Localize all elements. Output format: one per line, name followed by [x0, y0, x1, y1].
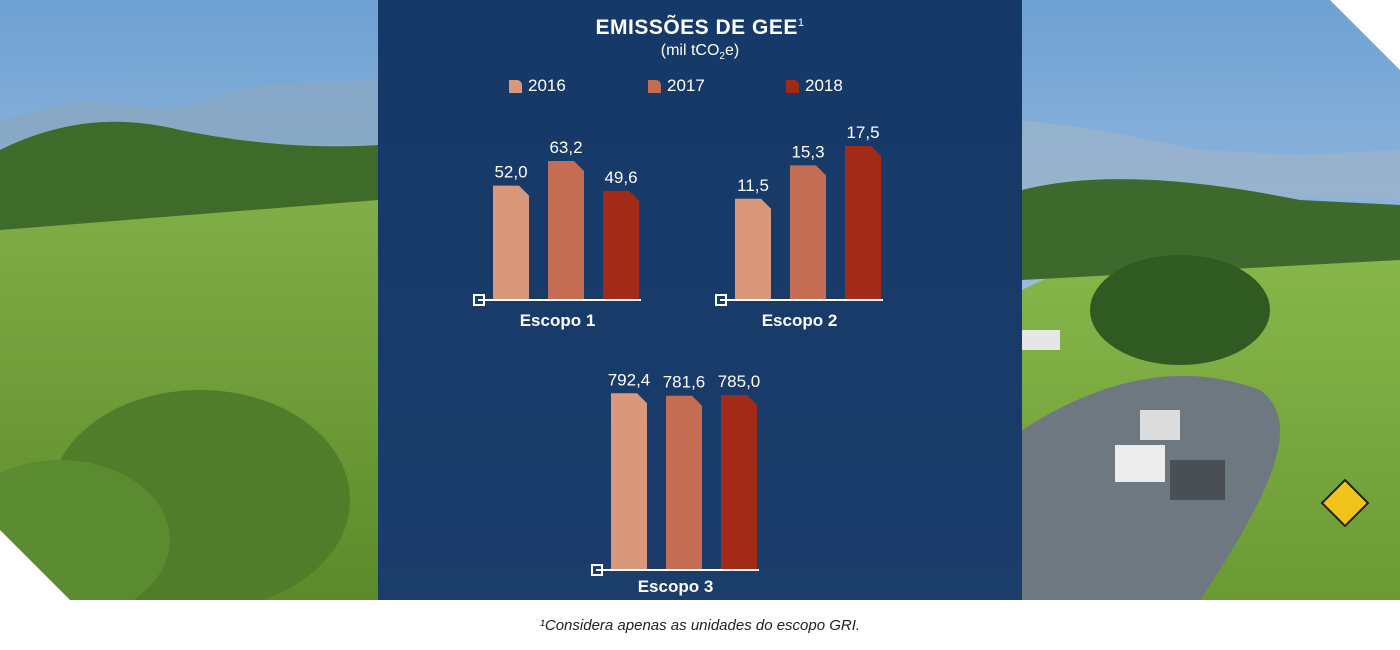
value-label-escopo-2-2017: 15,3	[791, 142, 824, 161]
chart-title-text: EMISSÕES DE GEE	[595, 16, 798, 39]
axis-label-escopo-3: Escopo 3	[638, 577, 714, 596]
axis-origin-square-escopo-2	[715, 294, 727, 306]
bar-charts: 52,0 63,2 49,6 Escopo 1 11,5 15,3 17,5 Escopo 2…	[473, 123, 881, 596]
axis-label-escopo-1: Escopo 1	[520, 311, 596, 330]
value-label-escopo-2-2016: 11,5	[737, 176, 769, 195]
bar-escopo-2-2017	[790, 165, 826, 300]
bar-escopo-1-2017	[548, 160, 584, 300]
subtitle-subscript: 2	[719, 51, 725, 63]
legend-swatch-2017	[648, 79, 661, 93]
legend-label-2017: 2017	[667, 76, 705, 95]
legend-item-2016: 2016	[509, 76, 566, 96]
bar-escopo-1-2018	[603, 190, 639, 300]
value-label-escopo-1-2016: 52,0	[494, 163, 527, 182]
axis-origin-square-escopo-3	[591, 564, 603, 576]
chart-subtitle: (mil tCO2e)	[378, 42, 1022, 62]
value-label-escopo-3-2016: 792,4	[608, 370, 651, 389]
subtitle-post: e)	[724, 42, 740, 59]
bar-escopo-3-2018	[721, 394, 757, 570]
value-label-escopo-3-2017: 781,6	[663, 373, 706, 392]
bar-escopo-3-2016	[611, 393, 647, 570]
subtitle-pre: (mil tCO	[660, 42, 720, 59]
value-label-escopo-1-2018: 49,6	[604, 168, 637, 187]
axis-label-escopo-2: Escopo 2	[762, 311, 838, 330]
bar-escopo-1-2016	[493, 185, 529, 300]
bar-escopo-2-2018	[845, 146, 881, 300]
bar-escopo-3-2017	[666, 395, 702, 570]
bar-escopo-2-2016	[735, 198, 771, 300]
title-footnote-marker: 1	[797, 17, 805, 29]
legend-swatch-2018	[786, 79, 799, 93]
chart-title: EMISSÕES DE GEE1	[378, 16, 1022, 40]
value-label-escopo-1-2017: 63,2	[549, 138, 582, 157]
legend-label-2018: 2018	[805, 76, 843, 95]
legend-swatch-2016	[509, 79, 522, 93]
legend-item-2018: 2018	[786, 76, 843, 96]
legend-item-2017: 2017	[648, 76, 705, 96]
footnote: ¹Considera apenas as unidades do escopo …	[539, 617, 861, 634]
value-label-escopo-2-2018: 17,5	[846, 123, 879, 142]
value-label-escopo-3-2018: 785,0	[718, 372, 761, 391]
legend-label-2016: 2016	[528, 76, 566, 95]
axis-origin-square-escopo-1	[473, 294, 485, 306]
